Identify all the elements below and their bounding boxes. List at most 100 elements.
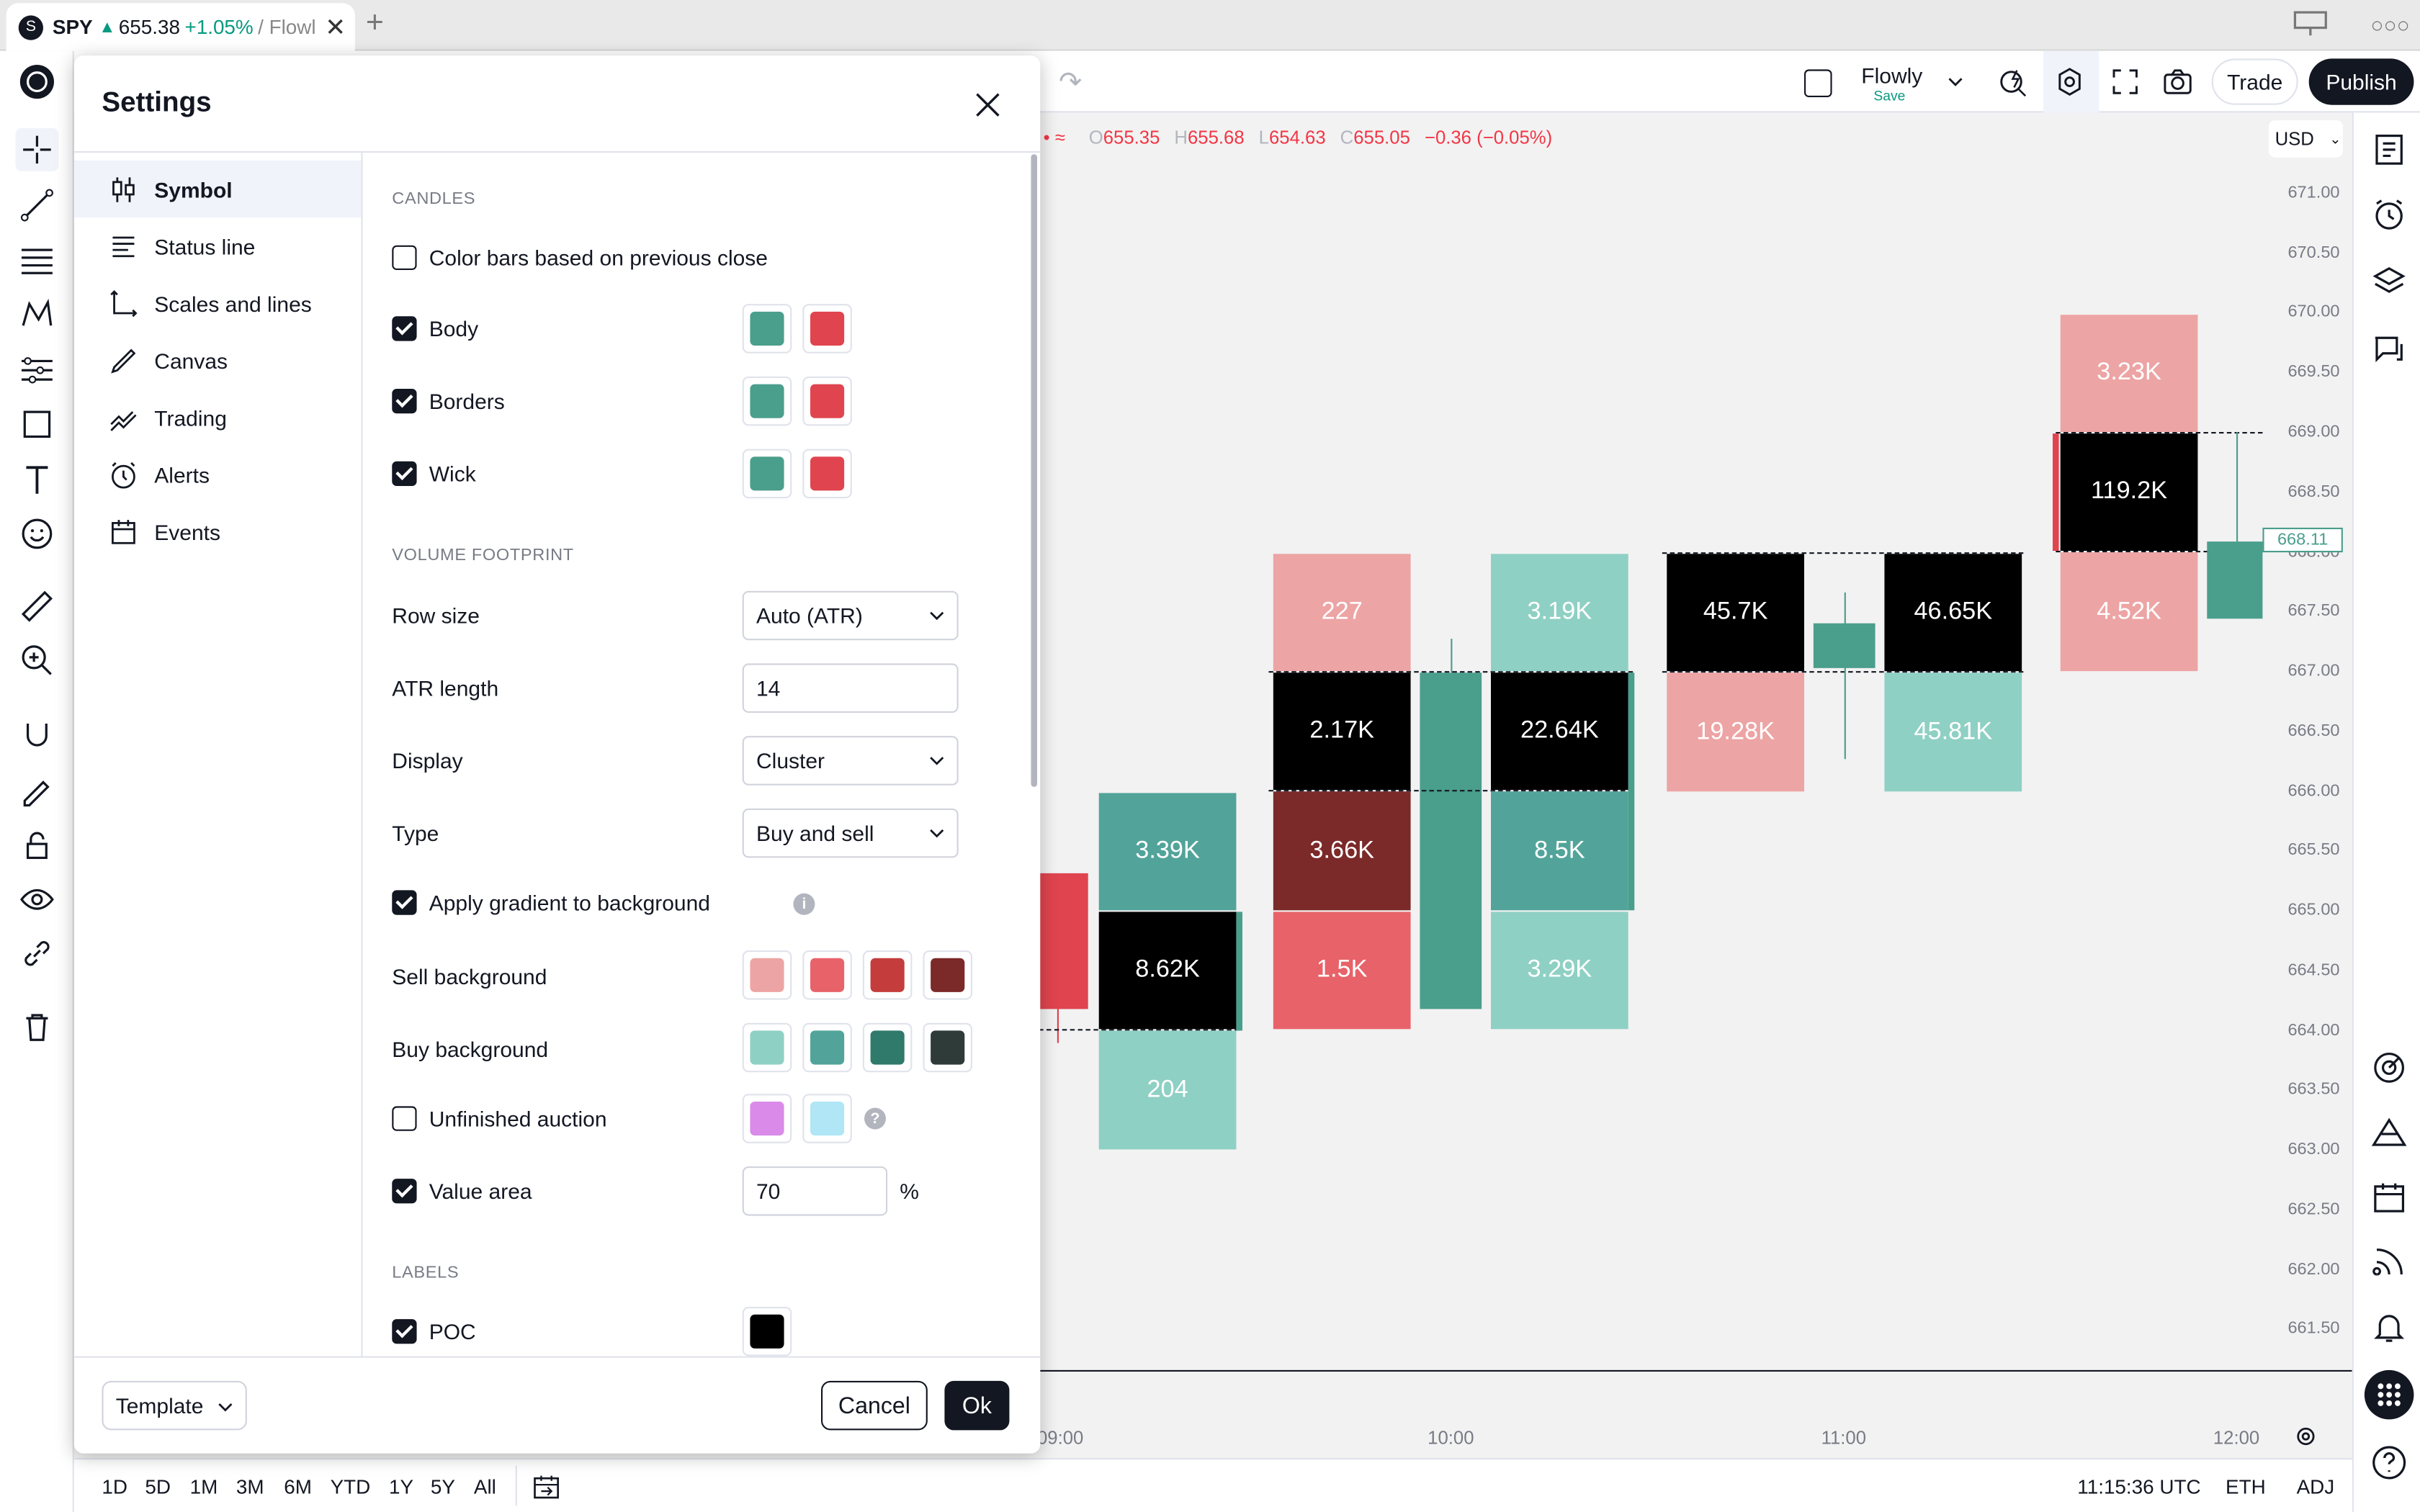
camera-icon[interactable] <box>2161 65 2195 99</box>
unfinished-color-2[interactable] <box>802 1094 852 1143</box>
poc-color[interactable] <box>742 1307 792 1356</box>
scrollbar[interactable] <box>1031 154 1037 787</box>
shape-icon[interactable] <box>15 402 58 446</box>
trend-line-icon[interactable] <box>15 184 58 227</box>
bell-icon[interactable] <box>2369 1307 2409 1347</box>
help-icon[interactable] <box>2369 1443 2409 1483</box>
row-size-select[interactable]: Auto (ATR) <box>742 590 959 641</box>
date-range-icon[interactable] <box>531 1472 562 1503</box>
alarm-clock-icon[interactable] <box>2369 194 2409 235</box>
zoom-in-icon[interactable] <box>15 639 58 682</box>
nav-item-events[interactable]: Events <box>74 503 362 560</box>
buy-color-2[interactable] <box>802 1022 852 1073</box>
session-toggle[interactable]: ETH <box>2226 1475 2266 1498</box>
adj-toggle[interactable]: ADJ <box>2296 1475 2335 1498</box>
lock-drawing-icon[interactable] <box>15 770 58 813</box>
value-area-input[interactable]: 70 <box>742 1166 888 1216</box>
unfinished-color-1[interactable] <box>742 1094 792 1143</box>
redo-icon[interactable]: ↷ <box>1059 66 1083 97</box>
buy-color-3[interactable] <box>862 1022 913 1073</box>
range-button[interactable]: 5D <box>145 1475 171 1498</box>
body-up-color[interactable] <box>742 304 792 354</box>
borders-down-color[interactable] <box>802 376 852 426</box>
time-axis[interactable]: 09:00 10:00 11:00 12:00 <box>1037 1369 2352 1458</box>
buy-color-4[interactable] <box>923 1022 972 1073</box>
apps-grid-icon[interactable] <box>2364 1369 2414 1420</box>
poc-checkbox[interactable] <box>392 1319 417 1344</box>
calendar-icon[interactable] <box>2369 1177 2409 1218</box>
help-icon[interactable]: ? <box>864 1107 886 1130</box>
range-button[interactable]: 3M <box>236 1475 264 1498</box>
fib-icon[interactable] <box>15 239 58 282</box>
indicator-alert-icon[interactable] <box>1997 65 2031 99</box>
chat-icon[interactable] <box>2369 328 2409 369</box>
unfinished-auction-checkbox[interactable] <box>392 1106 417 1131</box>
gear-icon[interactable] <box>2053 65 2087 99</box>
chevron-down-icon[interactable] <box>1948 69 1963 86</box>
browser-tab[interactable]: S SPY ▲ 655.38 +1.05% / Flowl ✕ <box>6 3 355 51</box>
type-select[interactable]: Buy and sell <box>742 808 959 858</box>
nav-item-alerts[interactable]: Alerts <box>74 446 362 503</box>
range-button[interactable]: 5Y <box>430 1475 455 1498</box>
crosshair-icon[interactable] <box>15 127 59 171</box>
tab-close-icon[interactable]: ✕ <box>321 12 346 43</box>
projection-icon[interactable] <box>15 348 58 392</box>
cancel-button[interactable]: Cancel <box>821 1380 928 1431</box>
sell-color-4[interactable] <box>923 950 972 1000</box>
currency-select[interactable]: USD ⌄ <box>2269 120 2343 158</box>
close-icon[interactable] <box>969 86 1006 123</box>
feed-icon[interactable] <box>2369 1242 2409 1282</box>
ruler-icon[interactable] <box>15 585 58 628</box>
more-icon[interactable]: ○○○ <box>2370 12 2410 37</box>
sell-color-1[interactable] <box>742 950 792 1000</box>
range-button[interactable]: 6M <box>284 1475 312 1498</box>
ok-button[interactable]: Ok <box>944 1380 1010 1431</box>
price-axis[interactable]: 671.00 670.50 670.00 669.50 669.00 668.5… <box>2262 112 2352 1369</box>
borders-up-color[interactable] <box>742 376 792 426</box>
body-down-color[interactable] <box>802 304 852 354</box>
new-tab-icon[interactable]: + <box>365 6 384 40</box>
template-button[interactable]: Template <box>102 1380 247 1431</box>
magnet-icon[interactable] <box>15 714 58 757</box>
display-select[interactable]: Cluster <box>742 736 959 786</box>
nav-item-trading[interactable]: Trading <box>74 389 362 446</box>
target-icon[interactable] <box>2369 1048 2409 1088</box>
trash-icon[interactable] <box>15 1006 58 1049</box>
nav-item-status-line[interactable]: Status line <box>74 217 362 274</box>
nav-item-symbol[interactable]: Symbol <box>73 160 362 218</box>
save-label[interactable]: Save <box>1873 88 1906 104</box>
range-button[interactable]: 1Y <box>389 1475 414 1498</box>
value-area-checkbox[interactable] <box>392 1179 417 1204</box>
trade-button[interactable]: Trade <box>2211 58 2298 105</box>
publish-button[interactable]: Publish <box>2308 58 2414 105</box>
wick-down-color[interactable] <box>802 449 852 499</box>
range-button[interactable]: 1D <box>102 1475 128 1498</box>
borders-checkbox[interactable] <box>392 389 417 414</box>
wick-up-color[interactable] <box>742 449 792 499</box>
fullscreen-icon[interactable] <box>2108 65 2142 99</box>
layout-name[interactable]: Flowly <box>1861 63 1923 89</box>
sidebar-toggle-icon[interactable] <box>2293 9 2327 45</box>
gear-icon[interactable] <box>2293 1424 2318 1449</box>
body-checkbox[interactable] <box>392 316 417 341</box>
pattern-icon[interactable] <box>15 293 58 336</box>
range-button[interactable]: 1M <box>189 1475 218 1498</box>
eye-icon[interactable] <box>15 878 58 921</box>
layout-icon[interactable] <box>1804 69 1832 97</box>
clock[interactable]: 11:15:36 UTC <box>2077 1475 2201 1498</box>
buy-color-1[interactable] <box>742 1022 792 1073</box>
gradient-checkbox[interactable] <box>392 890 417 915</box>
info-icon[interactable]: i <box>793 893 815 915</box>
sell-color-2[interactable] <box>802 950 852 1000</box>
watchlist-icon[interactable] <box>2369 130 2409 170</box>
layers-icon[interactable] <box>2369 261 2409 301</box>
atr-length-input[interactable]: 14 <box>742 663 959 713</box>
emoji-icon[interactable] <box>15 512 58 555</box>
sell-color-3[interactable] <box>862 950 913 1000</box>
color-bars-checkbox[interactable] <box>392 245 417 270</box>
range-button[interactable]: All <box>473 1475 496 1498</box>
logo-icon[interactable] <box>15 60 58 104</box>
range-button[interactable]: YTD <box>330 1475 371 1498</box>
mountain-icon[interactable] <box>2369 1112 2409 1153</box>
text-icon[interactable] <box>15 458 58 501</box>
